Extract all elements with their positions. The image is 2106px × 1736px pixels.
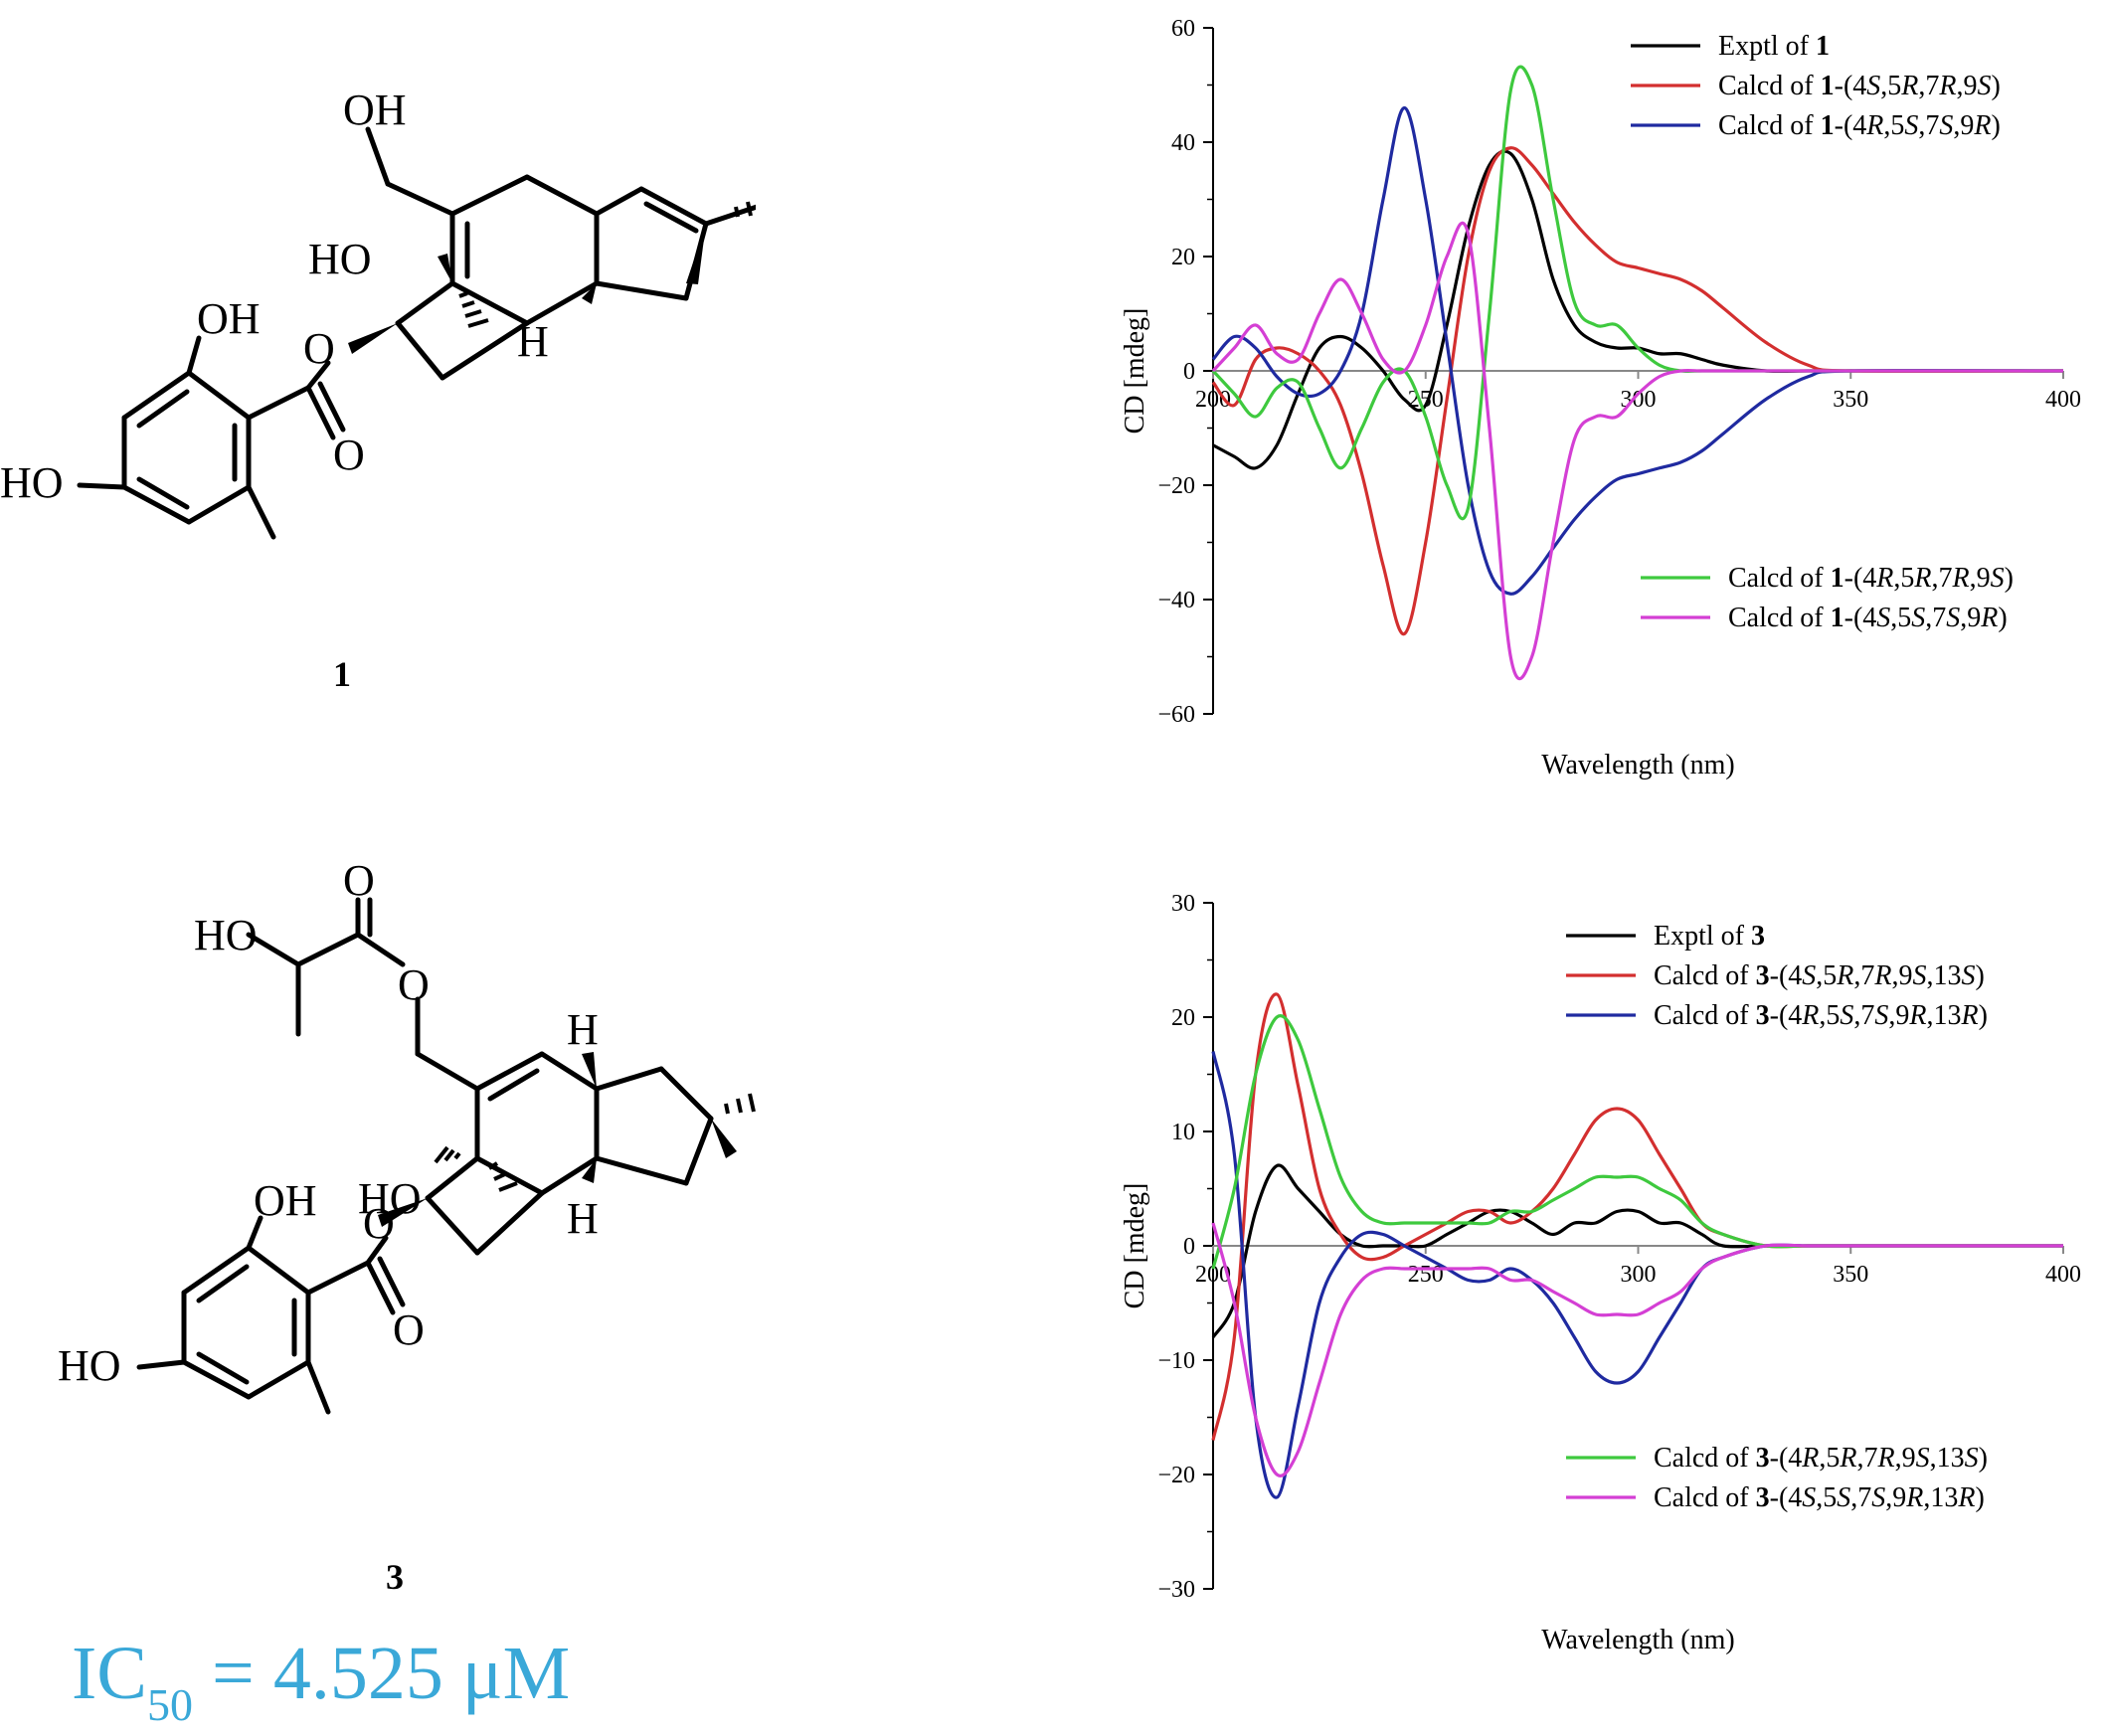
y-tick-label: −30 [1157,1577,1195,1603]
atom-h-top: H [567,1005,599,1054]
atom-o-carbonyl-top: O [343,856,375,905]
atom-ho-ring: HO [358,1174,422,1223]
atom-h: H [517,317,549,366]
compound-3-structure: HO O O H HO OH HO O O H 3 [58,856,756,1597]
x-tick-label: 250 [1408,1262,1444,1288]
y-tick-label: −60 [1157,702,1195,728]
atom-oh-aryl: OH [254,1176,317,1225]
series-line-3 [1211,1014,2063,1270]
legend-entry: Exptl of 1 [1718,31,1830,62]
atom-oh-aryl: OH [197,294,261,343]
atom-o-ester: O [363,1199,395,1248]
series-line-4 [1211,1222,2063,1477]
y-axis-label: CD [mdeg] [1120,308,1150,434]
y-tick-label: −20 [1157,1463,1195,1488]
series-line-0 [1212,149,2063,470]
y-tick-label: −20 [1157,473,1195,499]
y-tick-label: −40 [1157,588,1195,613]
y-tick-label: 10 [1171,1120,1195,1145]
y-axis-label: CD [mdeg] [1120,1183,1150,1309]
y-tick-label: 30 [1171,891,1195,917]
y-tick-label: 60 [1171,16,1195,42]
legend-entry: Calcd of 3-(4S,5S,7S,9R,13R) [1654,1482,1985,1513]
compound-1-structure: OH HO OH HO O O H 1 [0,86,756,694]
atom-o-ester-top: O [398,960,430,1009]
atom-ho-aryl: HO [0,458,64,507]
series-line-4 [1211,221,2063,681]
atom-ho-aryl: HO [58,1341,121,1390]
ic50-value: IC50 = 4.525 μM [72,1632,571,1730]
y-tick-label: 40 [1171,130,1195,156]
x-tick-label: 300 [1621,1262,1657,1288]
legend-entry: Calcd of 3-(4R,5S,7S,9R,13R) [1654,1000,1988,1031]
series-line-1 [1211,146,2064,636]
legend-entry: Calcd of 1-(4S,5S,7S,9R) [1728,603,2008,633]
atom-oh-top: OH [343,86,407,134]
atom-ho-lactate: HO [194,911,258,959]
series-line-0 [1211,1163,2063,1338]
atom-ho-ring: HO [308,235,372,283]
atom-o-carbonyl: O [393,1305,425,1354]
atom-o-carbonyl: O [333,431,365,479]
y-tick-label: 0 [1183,1234,1195,1260]
x-tick-label: 350 [1833,387,1868,413]
compound-label: 1 [333,654,351,694]
x-axis-label: Wavelength (nm) [1541,1625,1734,1655]
y-tick-label: −10 [1157,1348,1195,1374]
atom-h: H [567,1194,599,1243]
x-tick-label: 400 [2045,387,2081,413]
y-tick-label: 20 [1171,245,1195,270]
x-axis-label: Wavelength (nm) [1541,750,1734,781]
legend-entry: Calcd of 3-(4R,5R,7R,9S,13S) [1654,1443,1988,1474]
y-tick-label: 0 [1183,359,1195,385]
compound-label: 3 [386,1557,404,1597]
legend-entry: Calcd of 1-(4R,5R,7R,9S) [1728,563,2014,594]
legend-entry: Calcd of 1-(4S,5R,7R,9S) [1718,71,2001,101]
x-tick-label: 350 [1833,1262,1868,1288]
legend-entry: Calcd of 3-(4S,5R,7R,9S,13S) [1654,960,1985,991]
legend-entry: Calcd of 1-(4R,5S,7S,9R) [1718,110,2001,141]
series-line-2 [1211,105,2064,596]
atom-o-ester: O [303,324,335,373]
y-tick-label: 20 [1171,1005,1195,1031]
x-tick-label: 400 [2045,1262,2081,1288]
legend-entry: Exptl of 3 [1654,921,1765,952]
